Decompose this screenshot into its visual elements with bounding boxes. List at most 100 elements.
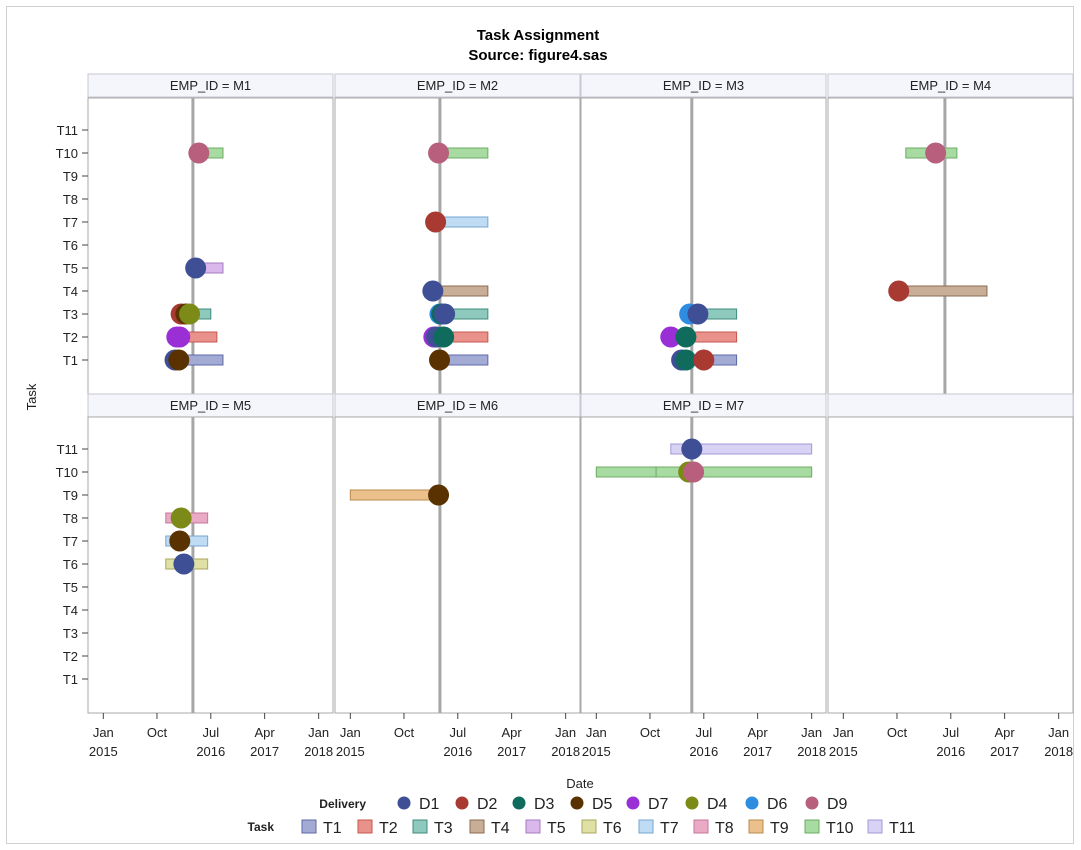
panel-7: EMP_ID = M7	[580, 393, 827, 714]
delivery-point-d9	[683, 461, 705, 483]
y-axis-label: Task	[24, 383, 39, 410]
delivery-point-d7	[660, 326, 682, 348]
panel-header-label: EMP_ID = M6	[417, 398, 498, 413]
delivery-point-d2	[693, 349, 715, 371]
panel-plot-area	[580, 416, 827, 714]
x-tick-label: Oct	[394, 725, 415, 740]
panel-plot-area	[827, 97, 1074, 395]
delivery-legend: Delivery D1 D2 D3 D5 D7 D4 D6 D9	[319, 796, 847, 813]
delivery-point-d5	[429, 349, 451, 371]
delivery-point-d1	[173, 553, 195, 575]
y-tick-label: T9	[63, 488, 78, 503]
legend-swatch-t9	[748, 819, 764, 834]
legend-label-d6: D6	[767, 796, 788, 813]
y-tick-label: T2	[63, 330, 78, 345]
legend-swatch-t1	[301, 819, 317, 834]
x-tick-label-year: 2017	[250, 744, 279, 759]
delivery-point-d3	[675, 326, 697, 348]
delivery-point-d4	[179, 303, 201, 325]
x-tick-label: Jan	[833, 725, 854, 740]
legend-label-t2: T2	[379, 820, 398, 837]
y-tick-label: T11	[57, 123, 78, 138]
legend-swatch-t3	[412, 819, 428, 834]
panel-plot-area	[334, 97, 581, 395]
panel-header	[827, 393, 1074, 418]
y-axis-row-2: T1 T2 T3 T4 T5 T6 T7 T8 T9 T10 T11	[56, 442, 88, 687]
legend-label-t8: T8	[715, 820, 734, 837]
x-axis-label: Date	[566, 776, 593, 791]
panel-2: EMP_ID = M2	[334, 73, 581, 395]
legend-marker-d4	[685, 796, 699, 810]
task-bar-t4	[439, 285, 489, 297]
x-tick-label-year: 2016	[936, 744, 965, 759]
delivery-point-d7	[169, 326, 191, 348]
legend-marker-d6	[745, 796, 759, 810]
y-tick-label: T5	[63, 580, 78, 595]
legend-marker-d5	[570, 796, 584, 810]
y-tick-label: T10	[56, 146, 78, 161]
panel-1: EMP_ID = M1	[87, 73, 334, 395]
legend-marker-d3	[512, 796, 526, 810]
legend-label-d3: D3	[534, 796, 555, 813]
legend-label-t1: T1	[323, 820, 342, 837]
y-tick-label: T4	[63, 284, 78, 299]
panel-plot-area	[87, 416, 334, 714]
y-tick-label: T5	[63, 261, 78, 276]
x-tick-label: Oct	[887, 725, 908, 740]
y-tick-label: T3	[63, 626, 78, 641]
x-tick-label-year: 2015	[336, 744, 365, 759]
x-axis-col-3: Jan 2015 Oct Jul 2016 Apr 2017 Jan 2018	[582, 713, 826, 759]
y-tick-label: T2	[63, 649, 78, 664]
panel-header-label: EMP_ID = M3	[663, 78, 744, 93]
legend-swatch-t7	[638, 819, 654, 834]
panel-header	[827, 73, 1074, 98]
delivery-point-d9	[428, 142, 450, 164]
x-tick-label-year: 2018	[551, 744, 580, 759]
legend-label-t7: T7	[660, 820, 679, 837]
chart-subtitle: Source: figure4.sas	[468, 47, 607, 64]
panel-plot-area	[87, 97, 334, 395]
legend-swatch-t4	[469, 819, 485, 834]
delivery-point-d1	[681, 438, 703, 460]
x-axis-col-4: Jan 2015 Oct Jul 2016 Apr 2017 Jan 2018	[829, 713, 1073, 759]
panel-6: EMP_ID = M6	[334, 393, 581, 714]
delivery-point-d5	[168, 349, 190, 371]
legend-swatch-t11	[867, 819, 883, 834]
y-tick-label: T8	[63, 192, 78, 207]
delivery-point-d1	[434, 303, 456, 325]
legend-swatch-t10	[804, 819, 820, 834]
x-tick-label: Jan	[555, 725, 576, 740]
y-tick-label: T1	[63, 672, 78, 687]
y-tick-label: T6	[63, 557, 78, 572]
x-tick-label: Jan	[340, 725, 361, 740]
legend-label-d4: D4	[707, 796, 728, 813]
legend-label-t5: T5	[547, 820, 566, 837]
y-tick-label: T1	[63, 353, 78, 368]
x-tick-label: Jul	[202, 725, 219, 740]
legend-marker-d2	[455, 796, 469, 810]
delivery-point-d5	[428, 484, 450, 506]
delivery-point-d1	[422, 280, 444, 302]
legend-label-t10: T10	[826, 820, 854, 837]
chart-title: Task Assignment	[477, 27, 600, 44]
x-tick-label-year: 2018	[1044, 744, 1073, 759]
x-tick-label: Oct	[640, 725, 661, 740]
legend-label-t9: T9	[770, 820, 789, 837]
task-bar-t11	[670, 443, 813, 455]
x-tick-label-year: 2015	[829, 744, 858, 759]
legend-label-d5: D5	[592, 796, 613, 813]
delivery-point-d2	[888, 280, 910, 302]
task-bar-t9	[349, 489, 438, 501]
legend-swatch-t6	[581, 819, 597, 834]
x-axis-col-1: Jan 2015 Oct Jul 2016 Apr 2017 Jan 2018	[89, 713, 333, 759]
panel-header-label: EMP_ID = M5	[170, 398, 251, 413]
x-tick-label: Apr	[502, 725, 523, 740]
legend-label-d1: D1	[419, 796, 440, 813]
x-tick-label-year: 2015	[89, 744, 118, 759]
y-tick-label: T7	[63, 534, 78, 549]
y-axis-row-1: T1 T2 T3 T4 T5 T6 T7 T8 T9 T10 T11	[56, 123, 88, 368]
delivery-point-d9	[925, 142, 947, 164]
legend-label-d9: D9	[827, 796, 848, 813]
x-tick-label-year: 2018	[304, 744, 333, 759]
